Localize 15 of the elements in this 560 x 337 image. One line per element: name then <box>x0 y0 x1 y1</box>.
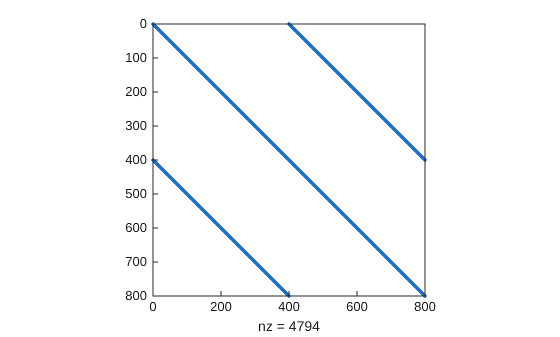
y-tick-label: 200 <box>125 84 147 100</box>
x-axis-title: nz = 4794 <box>258 318 320 334</box>
y-tick-label: 0 <box>140 16 147 32</box>
x-tick-label: 400 <box>278 299 300 314</box>
y-tick-label: 100 <box>125 50 147 66</box>
y-tick-label: 600 <box>125 220 147 236</box>
y-tick-label: 800 <box>125 288 147 304</box>
x-tick-label: 200 <box>210 299 232 314</box>
y-tick-label: 500 <box>125 186 147 202</box>
x-tick-label: 0 <box>149 299 157 314</box>
y-tick-label: 300 <box>125 118 147 134</box>
x-tick-label: 800 <box>414 299 436 314</box>
x-tick-label: 600 <box>346 299 368 314</box>
y-tick-label: 700 <box>125 254 147 270</box>
y-tick-label: 400 <box>125 152 147 168</box>
